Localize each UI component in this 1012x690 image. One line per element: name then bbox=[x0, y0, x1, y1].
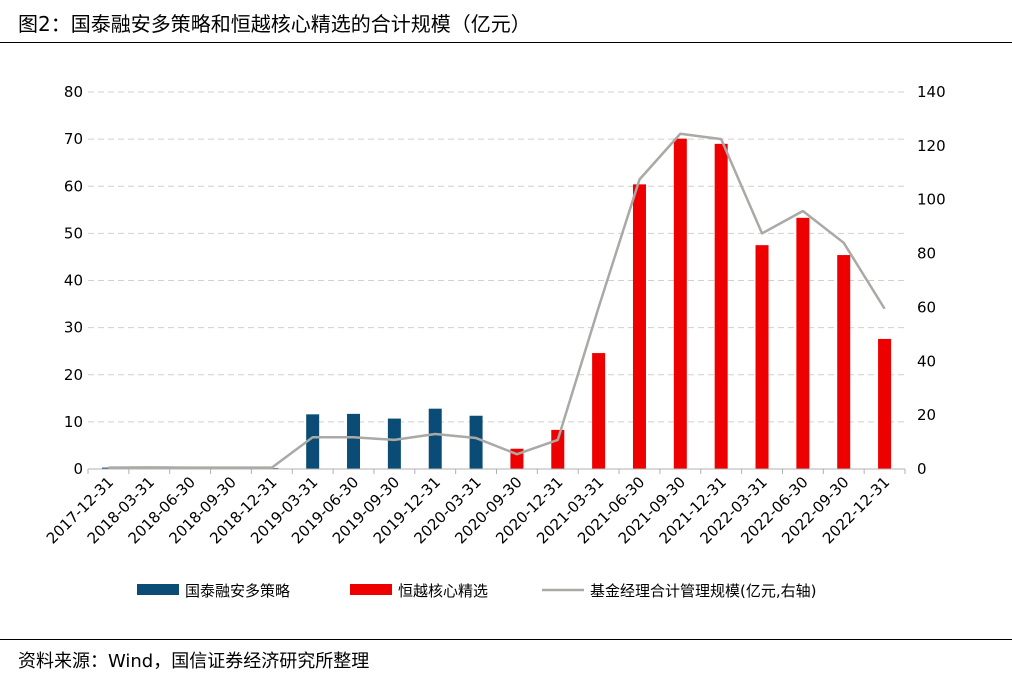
y-right-tick-label: 0 bbox=[917, 460, 927, 478]
legend-label: 基金经理合计管理规模(亿元,右轴) bbox=[590, 582, 816, 600]
legend: 国泰融安多策略 恒越核心精选 基金经理合计管理规模(亿元,右轴) bbox=[137, 582, 816, 600]
y-right-tick-label: 80 bbox=[917, 245, 936, 263]
axes: 010203040506070800204060801001201402017-… bbox=[43, 83, 946, 547]
y-right-tick-label: 60 bbox=[917, 298, 936, 316]
bar bbox=[101, 467, 115, 469]
chart-title: 图2：国泰融安多策略和恒越核心精选的合计规模（亿元） bbox=[18, 12, 531, 36]
legend-label: 国泰融安多策略 bbox=[185, 582, 290, 600]
bottom-divider bbox=[0, 639, 1012, 640]
line-series-path bbox=[108, 132, 886, 469]
bar bbox=[796, 217, 810, 469]
line-series bbox=[108, 132, 886, 469]
y-left-tick-label: 60 bbox=[64, 177, 83, 195]
y-left-tick-label: 20 bbox=[64, 366, 83, 384]
bar bbox=[306, 414, 320, 469]
bar bbox=[551, 429, 565, 469]
bar bbox=[387, 418, 401, 469]
bar bbox=[837, 255, 851, 469]
bar bbox=[714, 143, 728, 469]
y-right-tick-label: 20 bbox=[917, 406, 936, 424]
legend-swatch bbox=[350, 584, 392, 595]
y-left-tick-label: 40 bbox=[64, 272, 83, 290]
bar bbox=[878, 338, 892, 469]
y-right-tick-label: 100 bbox=[917, 191, 946, 209]
gridlines bbox=[88, 91, 905, 423]
bar bbox=[469, 415, 483, 469]
bar bbox=[755, 245, 769, 469]
bar bbox=[428, 408, 442, 469]
bar bbox=[592, 353, 606, 469]
bar bbox=[673, 138, 687, 469]
bars bbox=[101, 138, 892, 470]
y-right-tick-label: 40 bbox=[917, 352, 936, 370]
y-left-tick-label: 80 bbox=[64, 83, 83, 101]
y-right-tick-label: 140 bbox=[917, 83, 946, 101]
legend-label: 恒越核心精选 bbox=[398, 582, 488, 600]
y-left-tick-label: 50 bbox=[64, 224, 83, 242]
source-note: 资料来源：Wind，国信证券经济研究所整理 bbox=[18, 651, 370, 672]
y-left-tick-label: 0 bbox=[73, 460, 83, 478]
y-left-tick-label: 70 bbox=[64, 130, 83, 148]
y-right-tick-label: 120 bbox=[917, 137, 946, 155]
bar bbox=[632, 184, 646, 470]
legend-swatch bbox=[137, 584, 179, 595]
bar bbox=[347, 413, 361, 469]
y-left-tick-label: 10 bbox=[64, 413, 83, 431]
top-divider bbox=[0, 42, 1012, 43]
y-left-tick-label: 30 bbox=[64, 319, 83, 337]
